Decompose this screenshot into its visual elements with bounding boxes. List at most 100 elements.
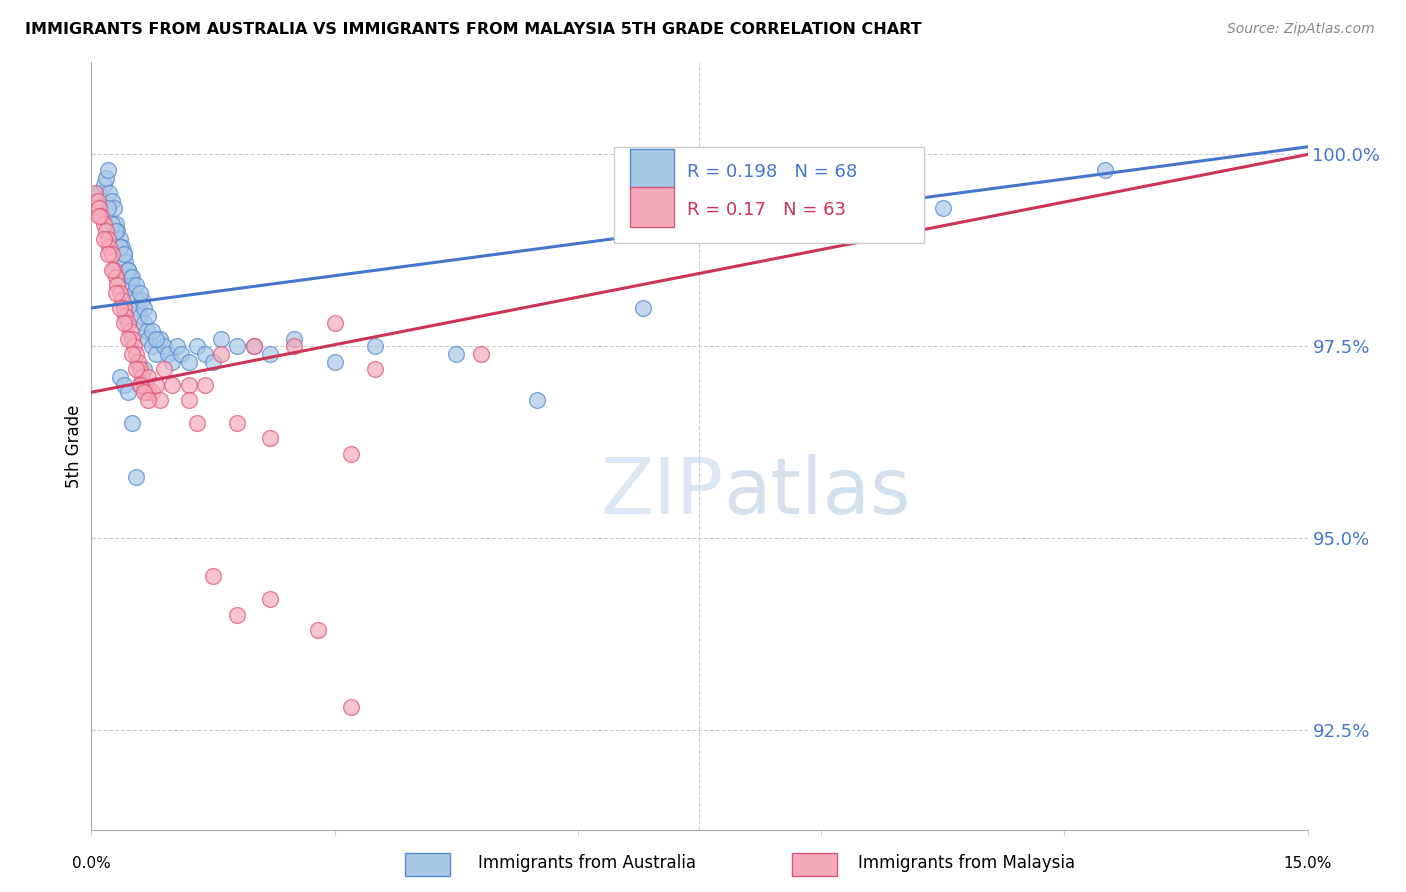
Point <box>84 186 107 200</box>
Point <box>120 324 142 338</box>
Point <box>97 232 120 246</box>
Point <box>132 377 155 392</box>
Point <box>323 316 346 330</box>
Point <box>153 362 176 376</box>
Point <box>132 301 155 315</box>
Point <box>226 607 249 622</box>
Point <box>125 469 148 483</box>
Point <box>104 285 127 300</box>
Point <box>103 262 125 277</box>
Point <box>136 370 159 384</box>
Point <box>104 270 127 285</box>
Point <box>104 224 127 238</box>
Point <box>135 385 157 400</box>
Point <box>127 354 149 368</box>
Point <box>129 309 152 323</box>
Point <box>108 285 131 300</box>
Point <box>93 217 115 231</box>
Point <box>90 209 112 223</box>
Point <box>105 277 128 292</box>
FancyBboxPatch shape <box>614 147 925 243</box>
Point <box>226 416 249 430</box>
Point <box>307 623 329 637</box>
Point <box>364 362 387 376</box>
Point <box>127 301 149 315</box>
Point <box>194 347 217 361</box>
Point <box>931 201 953 215</box>
Point <box>112 316 135 330</box>
Point <box>121 347 143 361</box>
Point <box>194 377 217 392</box>
Point <box>169 347 191 361</box>
Point <box>136 392 159 407</box>
Point <box>121 416 143 430</box>
Point <box>141 324 163 338</box>
Point <box>100 217 122 231</box>
Point <box>166 339 188 353</box>
Text: 0.0%: 0.0% <box>72 856 111 871</box>
Point <box>108 370 131 384</box>
Point <box>108 301 131 315</box>
Point <box>145 377 167 392</box>
Point <box>141 339 163 353</box>
Point <box>364 339 387 353</box>
Point <box>242 339 264 353</box>
Point <box>98 186 121 200</box>
Point <box>108 239 131 253</box>
Text: Source: ZipAtlas.com: Source: ZipAtlas.com <box>1227 22 1375 37</box>
Point <box>97 201 120 215</box>
Text: atlas: atlas <box>724 454 911 530</box>
Point <box>121 332 143 346</box>
Point <box>112 377 135 392</box>
Point <box>125 293 148 308</box>
Point <box>136 332 159 346</box>
Text: 15.0%: 15.0% <box>1284 856 1331 871</box>
Point <box>132 316 155 330</box>
Point <box>105 224 128 238</box>
Point <box>114 255 136 269</box>
Point <box>526 392 548 407</box>
Point <box>631 301 654 315</box>
Point <box>94 170 117 185</box>
Point <box>100 247 122 261</box>
Point <box>114 309 136 323</box>
Point <box>129 362 152 376</box>
Point <box>149 332 172 346</box>
Text: IMMIGRANTS FROM AUSTRALIA VS IMMIGRANTS FROM MALAYSIA 5TH GRADE CORRELATION CHAR: IMMIGRANTS FROM AUSTRALIA VS IMMIGRANTS … <box>25 22 922 37</box>
Point <box>129 377 152 392</box>
Point <box>177 354 200 368</box>
Point <box>122 285 145 300</box>
Point <box>226 339 249 353</box>
Point <box>89 201 111 215</box>
Point <box>145 332 167 346</box>
Point <box>177 392 200 407</box>
Point <box>97 247 120 261</box>
Text: ZIP: ZIP <box>600 454 724 530</box>
Point <box>122 339 145 353</box>
Point <box>202 354 225 368</box>
Point <box>209 347 232 361</box>
Point <box>323 354 346 368</box>
Point <box>125 347 148 361</box>
Point <box>125 277 148 292</box>
Point <box>149 392 172 407</box>
Point <box>121 277 143 292</box>
Point <box>103 201 125 215</box>
Point <box>131 293 153 308</box>
Point <box>98 239 121 253</box>
Point <box>121 270 143 285</box>
Point <box>112 247 135 261</box>
Point <box>93 178 115 193</box>
Point <box>444 347 467 361</box>
Point <box>129 377 152 392</box>
Point <box>177 377 200 392</box>
Point <box>259 592 281 607</box>
Point <box>104 217 127 231</box>
Point <box>100 262 122 277</box>
Point <box>162 354 184 368</box>
Point <box>112 247 135 261</box>
Point <box>162 377 184 392</box>
Point <box>259 431 281 445</box>
Point <box>186 416 208 430</box>
Point <box>94 224 117 238</box>
